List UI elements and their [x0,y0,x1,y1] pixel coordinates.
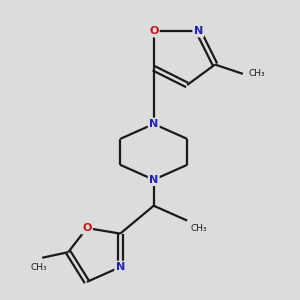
Text: N: N [194,26,203,36]
Text: N: N [116,262,125,272]
Text: N: N [149,119,158,129]
Text: CH₃: CH₃ [30,263,47,272]
Text: CH₃: CH₃ [248,69,265,78]
Text: O: O [149,26,158,36]
Text: N: N [149,175,158,185]
Text: CH₃: CH₃ [191,224,208,233]
Text: O: O [82,223,92,233]
